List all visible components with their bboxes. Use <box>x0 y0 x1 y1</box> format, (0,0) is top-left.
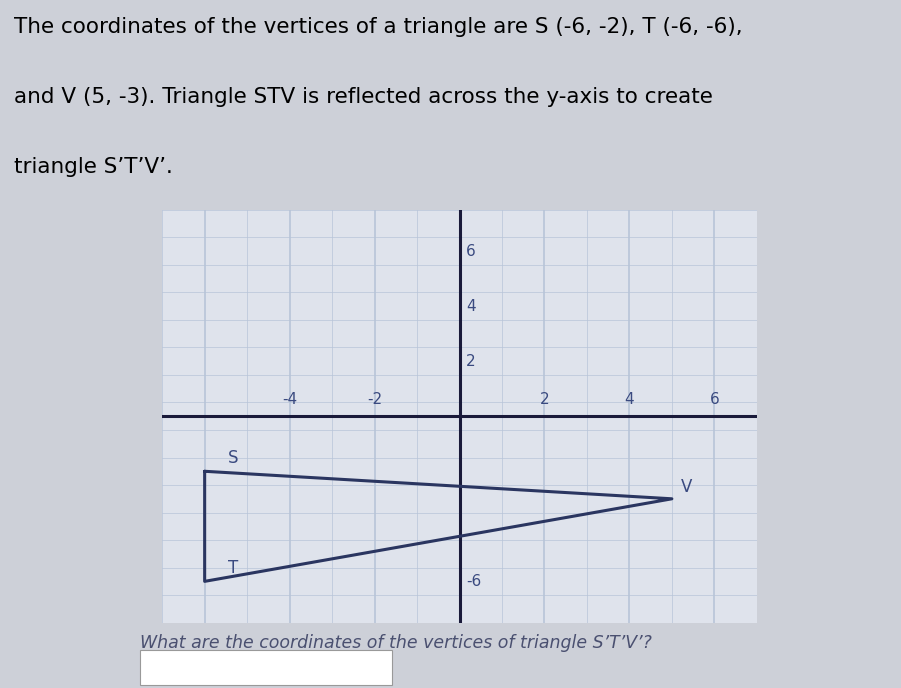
Text: -2: -2 <box>367 391 382 407</box>
Text: What are the coordinates of the vertices of triangle S’T’V’?: What are the coordinates of the vertices… <box>140 634 651 652</box>
Text: 6: 6 <box>466 244 476 259</box>
Text: and V (5, -3). Triangle STV is reflected across the y-axis to create: and V (5, -3). Triangle STV is reflected… <box>14 87 714 107</box>
Text: 4: 4 <box>624 391 634 407</box>
Text: V: V <box>680 478 692 496</box>
Text: triangle S’T’V’.: triangle S’T’V’. <box>14 157 173 177</box>
Text: 6: 6 <box>709 391 719 407</box>
Text: S: S <box>228 449 239 467</box>
Text: 4: 4 <box>466 299 476 314</box>
Text: 2: 2 <box>540 391 550 407</box>
Text: -4: -4 <box>282 391 297 407</box>
FancyBboxPatch shape <box>140 650 392 685</box>
Text: The coordinates of the vertices of a triangle are S (-6, -2), T (-6, -6),: The coordinates of the vertices of a tri… <box>14 17 743 36</box>
Text: T: T <box>228 559 238 577</box>
Text: 2: 2 <box>466 354 476 369</box>
Text: -6: -6 <box>466 574 481 589</box>
